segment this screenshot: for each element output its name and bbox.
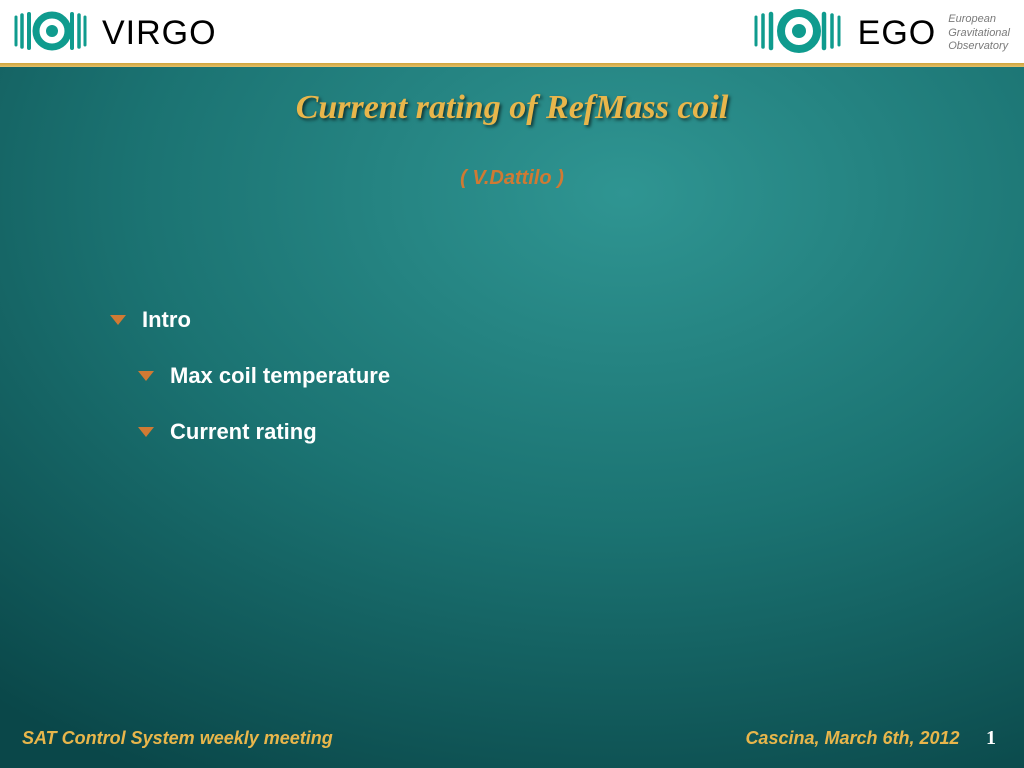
triangle-down-icon <box>138 427 154 437</box>
slide-body: Current rating of RefMass coil ( V.Datti… <box>0 67 1024 768</box>
page-number: 1 <box>986 727 996 749</box>
ego-swirl-icon <box>754 8 846 59</box>
footer-meeting-name: SAT Control System weekly meeting <box>22 728 333 749</box>
header-left-group: VIRGO <box>14 9 217 58</box>
bullet-label: Current rating <box>170 419 317 445</box>
virgo-wordmark: VIRGO <box>102 14 217 53</box>
triangle-down-icon <box>110 315 126 325</box>
bullet-label: Intro <box>142 307 191 333</box>
slide-content: Current rating of RefMass coil ( V.Datti… <box>0 67 1024 768</box>
slide-footer: SAT Control System weekly meeting Cascin… <box>0 727 1024 750</box>
slide-author: ( V.Dattilo ) <box>0 167 1024 190</box>
list-item: Intro <box>110 307 390 333</box>
ego-wordmark: EGO <box>858 14 937 53</box>
footer-location-date: Cascina, March 6th, 2012 <box>745 728 959 748</box>
slide-page: VIRGO EGO European G <box>0 0 1024 768</box>
bullet-label: Max coil temperature <box>170 363 390 389</box>
slide-title: Current rating of RefMass coil <box>0 89 1024 127</box>
triangle-down-icon <box>138 371 154 381</box>
header-bar: VIRGO EGO European G <box>0 0 1024 63</box>
header-right-group: EGO European Gravitational Observatory <box>754 8 1010 59</box>
footer-right-group: Cascina, March 6th, 2012 1 <box>745 727 996 750</box>
list-item: Current rating <box>138 419 390 445</box>
virgo-swirl-icon <box>14 9 92 58</box>
ego-subtitle: European Gravitational Observatory <box>948 13 1010 54</box>
list-item: Max coil temperature <box>138 363 390 389</box>
bullet-list: Intro Max coil temperature Current ratin… <box>110 307 390 475</box>
